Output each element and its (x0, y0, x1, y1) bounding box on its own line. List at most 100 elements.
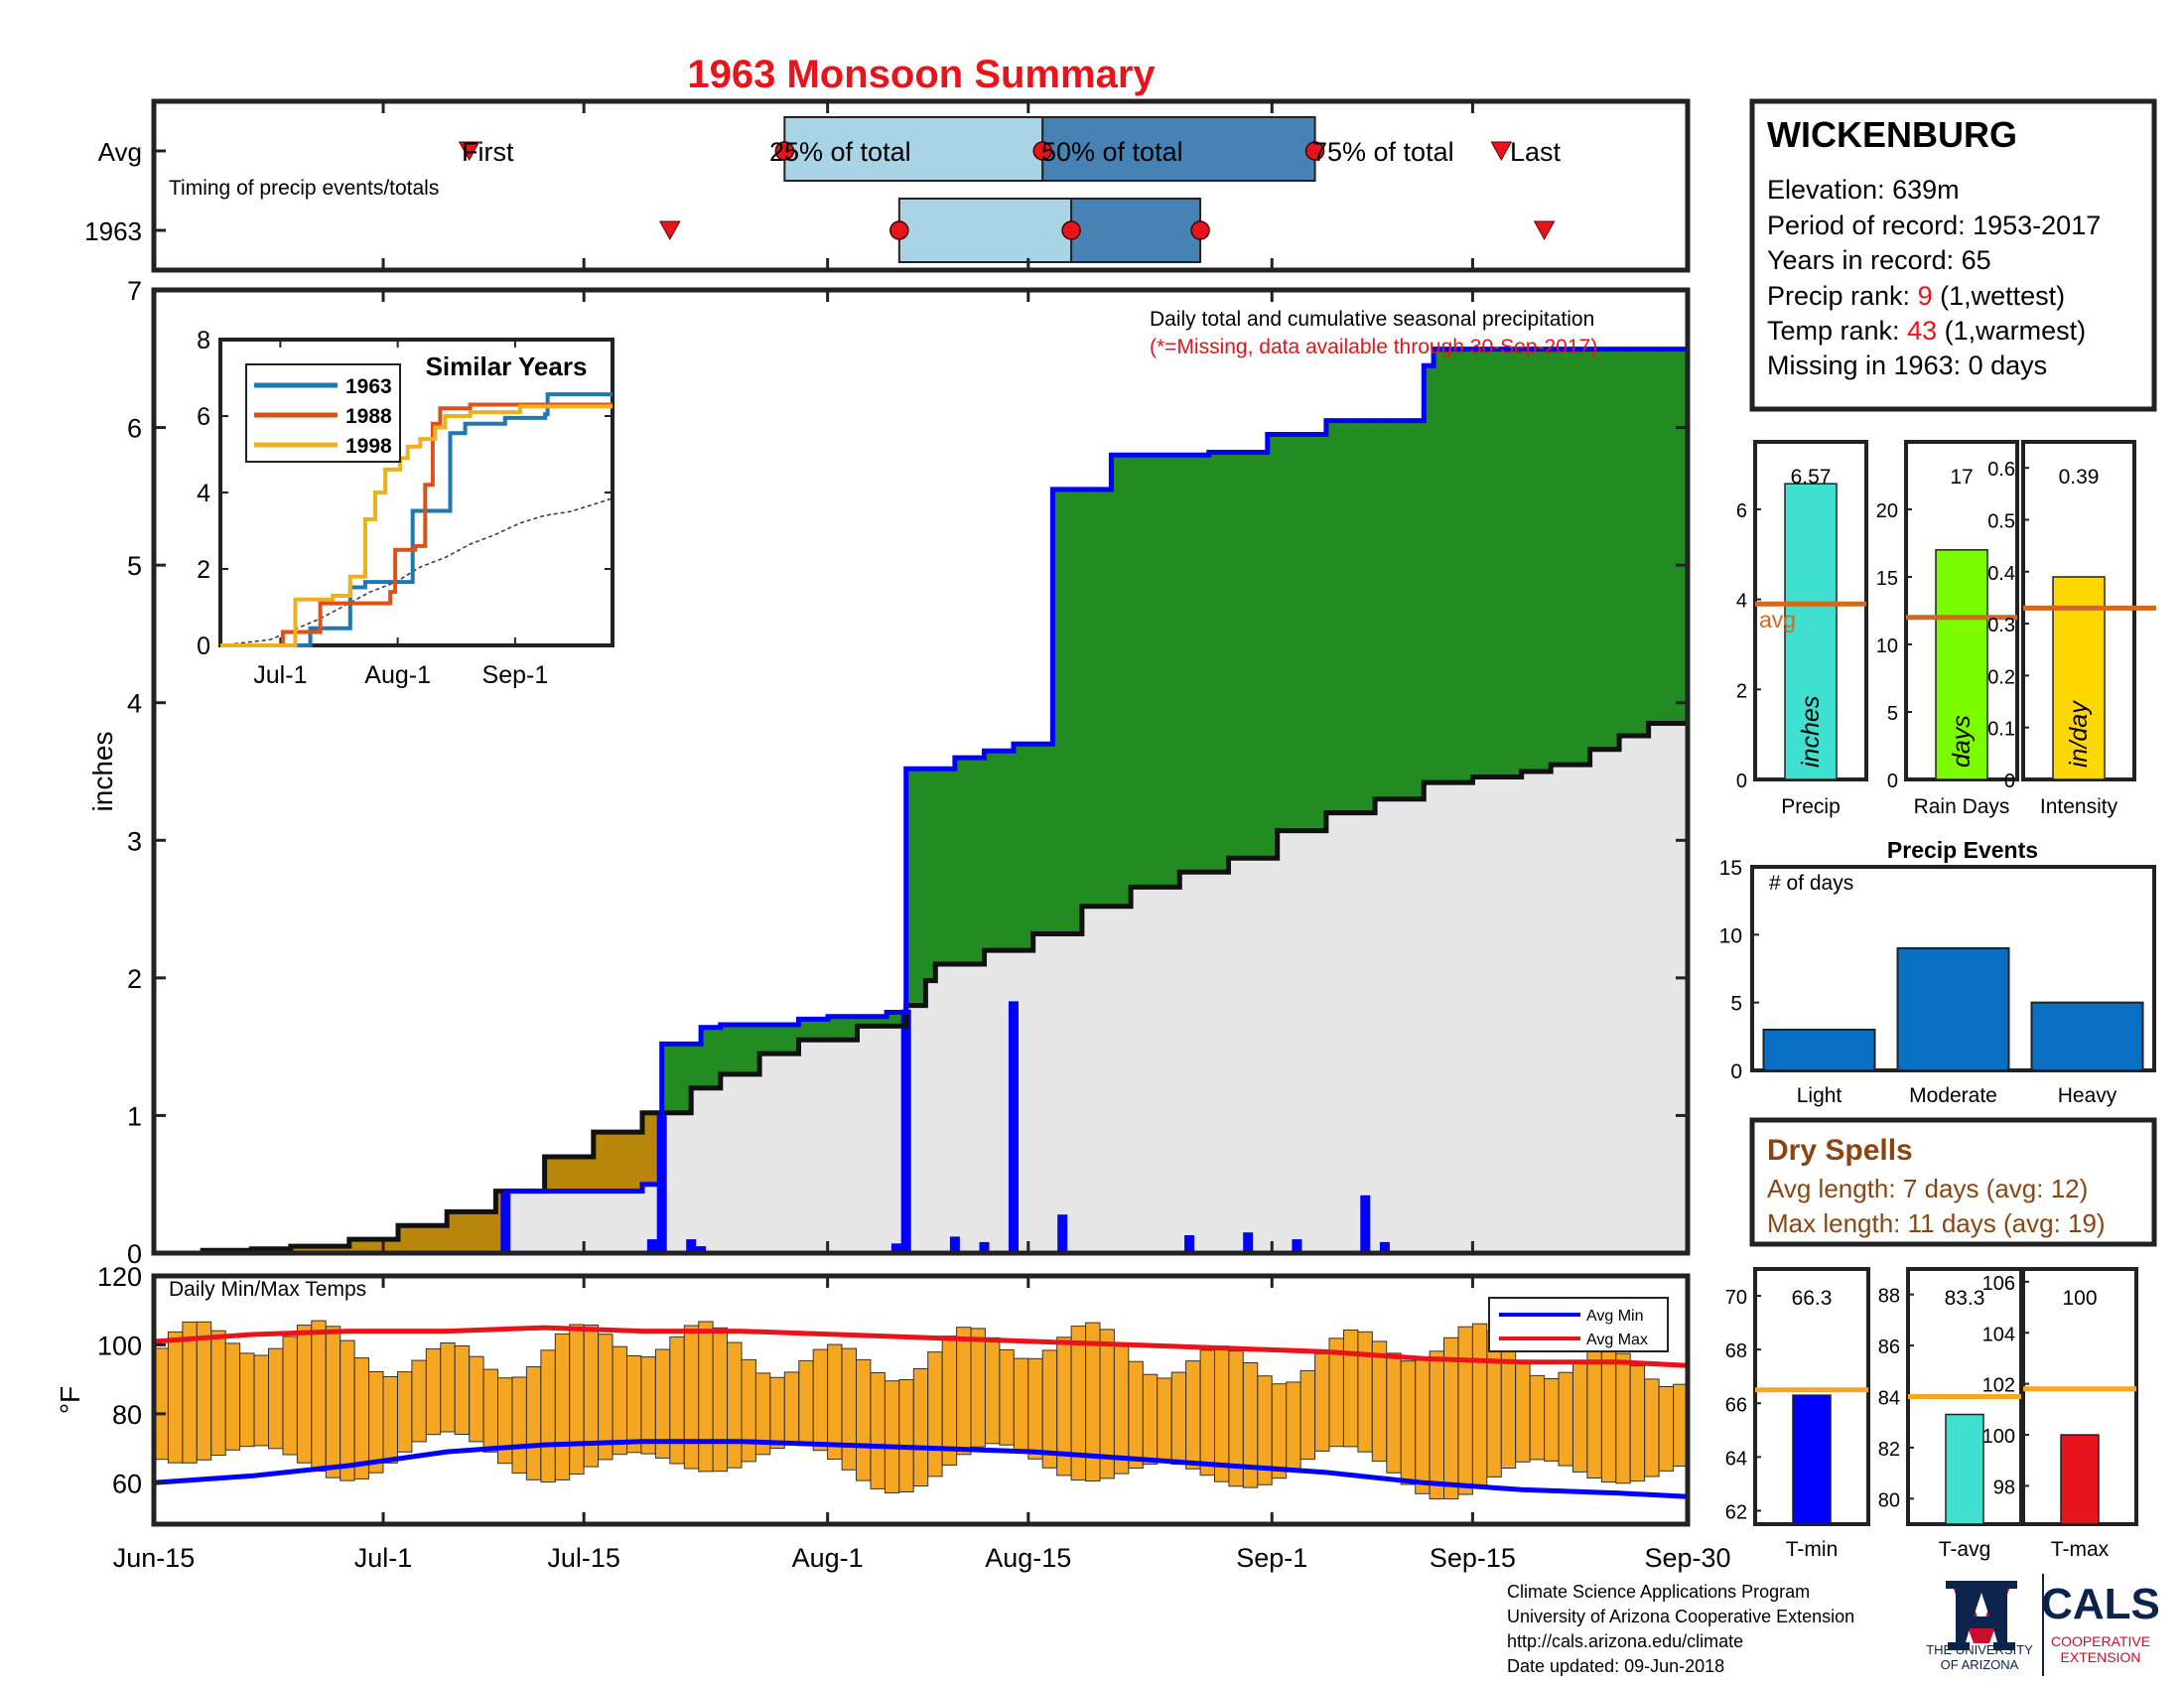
timing-subtitle: Timing of precip events/totals (169, 177, 439, 200)
surplus-fill (1111, 455, 1122, 907)
timing-quantile-dot (889, 220, 909, 240)
daily-temp-bar (397, 1371, 413, 1453)
surplus-fill (1023, 744, 1034, 951)
ua-logo-text2: OF ARIZONA (1941, 1657, 2019, 1672)
daily-temp-bar (1386, 1352, 1402, 1474)
events-category-label: Light (1797, 1084, 1843, 1107)
surplus-fill (925, 769, 936, 981)
timing-event-marker (1533, 220, 1556, 241)
date-tick-label: Jul-15 (547, 1543, 620, 1573)
summary-y-tick-label: 0.3 (1987, 615, 2015, 636)
daily-temp-bar (511, 1376, 527, 1475)
daily-temp-bar (1600, 1346, 1617, 1483)
cals-logo-text: CALS (2041, 1580, 2160, 1628)
footer-line3: http://cals.arizona.edu/climate (1507, 1631, 1743, 1651)
summary-unit-label: in/day (2065, 700, 2093, 768)
surplus-fill (915, 769, 926, 1006)
deficit-fill (427, 1225, 438, 1253)
timing-q25-label: 25% of total (769, 137, 911, 167)
temp-bar-fill (1792, 1394, 1832, 1525)
daily-temp-bar (798, 1359, 814, 1447)
inset-y-tick-label: 2 (197, 556, 210, 584)
timing-first-label: First (462, 137, 514, 167)
date-x-ticks: Jun-15 Jul-1 Jul-15 Aug-1 Aug-15 Sep-1 Sep-15 S… (113, 101, 1731, 1573)
deficit-fill (290, 1246, 302, 1253)
dry-spells-title: Dry Spells (1767, 1134, 1913, 1167)
daily-temp-bar (1500, 1345, 1517, 1470)
surplus-fill (1648, 349, 1659, 724)
daily-temp-bar (296, 1325, 313, 1464)
daily-precip-bar (1360, 1195, 1371, 1253)
daily-temp-bar (454, 1345, 471, 1435)
events-bar (1896, 947, 2010, 1071)
daily-temp-bar (1558, 1371, 1573, 1467)
cals-logo-sub2: EXTENSION (2061, 1649, 2141, 1665)
surplus-fill (954, 758, 966, 964)
temp-bar-fill (2060, 1434, 2100, 1525)
temps-legend (1488, 1297, 1669, 1352)
daily-temp-bar (769, 1376, 785, 1450)
daily-temp-bar (1529, 1374, 1546, 1461)
daily-precip-bar (646, 1239, 657, 1253)
daily-temp-bar (525, 1366, 542, 1480)
summary-y-tick-label: 5 (1887, 703, 1898, 725)
timing-quantile-dot (1061, 220, 1081, 240)
temp-bar-fill (1945, 1413, 1984, 1525)
summary-category-label: Intensity (2040, 795, 2118, 818)
precip-missing-note: (*=Missing, data available through 30-Se… (1150, 336, 1597, 358)
surplus-fill (964, 758, 976, 964)
daily-temp-bar (956, 1327, 972, 1456)
daily-temp-bar (268, 1347, 284, 1450)
surplus-fill (1218, 452, 1229, 873)
surplus-fill (1238, 452, 1249, 859)
surplus-fill (994, 751, 1005, 951)
surplus-fill (1131, 455, 1142, 888)
timing-box-25-50 (783, 116, 1044, 182)
temp-value-label: 83.3 (1945, 1287, 1985, 1310)
avg-cumulative-area (154, 720, 1688, 1253)
surplus-fill (1052, 489, 1063, 934)
daily-temp-bar (1629, 1365, 1646, 1482)
temp-category-label: T-max (2051, 1538, 2110, 1561)
deficit-fill (417, 1225, 429, 1253)
timing-q75-label: 75% of total (1312, 137, 1454, 167)
daily-temp-bar (167, 1331, 184, 1464)
surplus-fill (1629, 349, 1640, 736)
daily-temp-bar (1271, 1383, 1288, 1479)
station-name: WICKENBURG (1767, 114, 2017, 155)
summary-bar-fill (1784, 483, 1838, 780)
daily-temp-bar (856, 1358, 872, 1481)
precip-chart: 0 1 2 3 4 5 6 7 inches Daily total and cumulati… (87, 276, 1691, 1269)
dry-spells-box: Dry Spells Avg length: 7 days (avg: 12) … (1749, 1117, 2157, 1247)
daily-precip-bar (1009, 1001, 1019, 1253)
surplus-fill (1345, 420, 1356, 813)
inset-series-1988 (220, 402, 613, 647)
timing-event-marker (1490, 141, 1513, 162)
summary-y-tick-label: 0 (2004, 771, 2015, 792)
surplus-fill (1072, 489, 1083, 934)
events-bar (1762, 1029, 1876, 1071)
date-tick-label: Jul-1 (354, 1543, 413, 1573)
daily-temp-bar (1286, 1381, 1301, 1471)
temp-y-tick-label: 66 (1725, 1394, 1747, 1416)
daily-temp-bar (1615, 1352, 1631, 1484)
deficit-fill (320, 1246, 331, 1253)
surplus-fill (867, 1016, 878, 1027)
timing-row-avg: Avg (98, 137, 142, 167)
daily-temp-bar (1013, 1357, 1029, 1452)
daily-temp-bar (425, 1347, 442, 1436)
temps-y-tick-label: 80 (112, 1400, 142, 1430)
daily-temp-bar (411, 1359, 427, 1443)
precip-y-tick-label: 5 (127, 551, 142, 581)
daily-precip-bar (1057, 1214, 1068, 1253)
daily-precip-bar (900, 1009, 911, 1253)
surplus-fill (945, 769, 956, 964)
daily-temp-bar (1515, 1362, 1531, 1463)
daily-temp-bar (569, 1324, 585, 1476)
summary-y-tick-label: 10 (1876, 635, 1898, 657)
precip-y-tick-label: 3 (127, 826, 142, 856)
surplus-fill (1140, 455, 1152, 888)
surplus-fill (1443, 349, 1454, 783)
surplus-fill (1599, 349, 1610, 750)
